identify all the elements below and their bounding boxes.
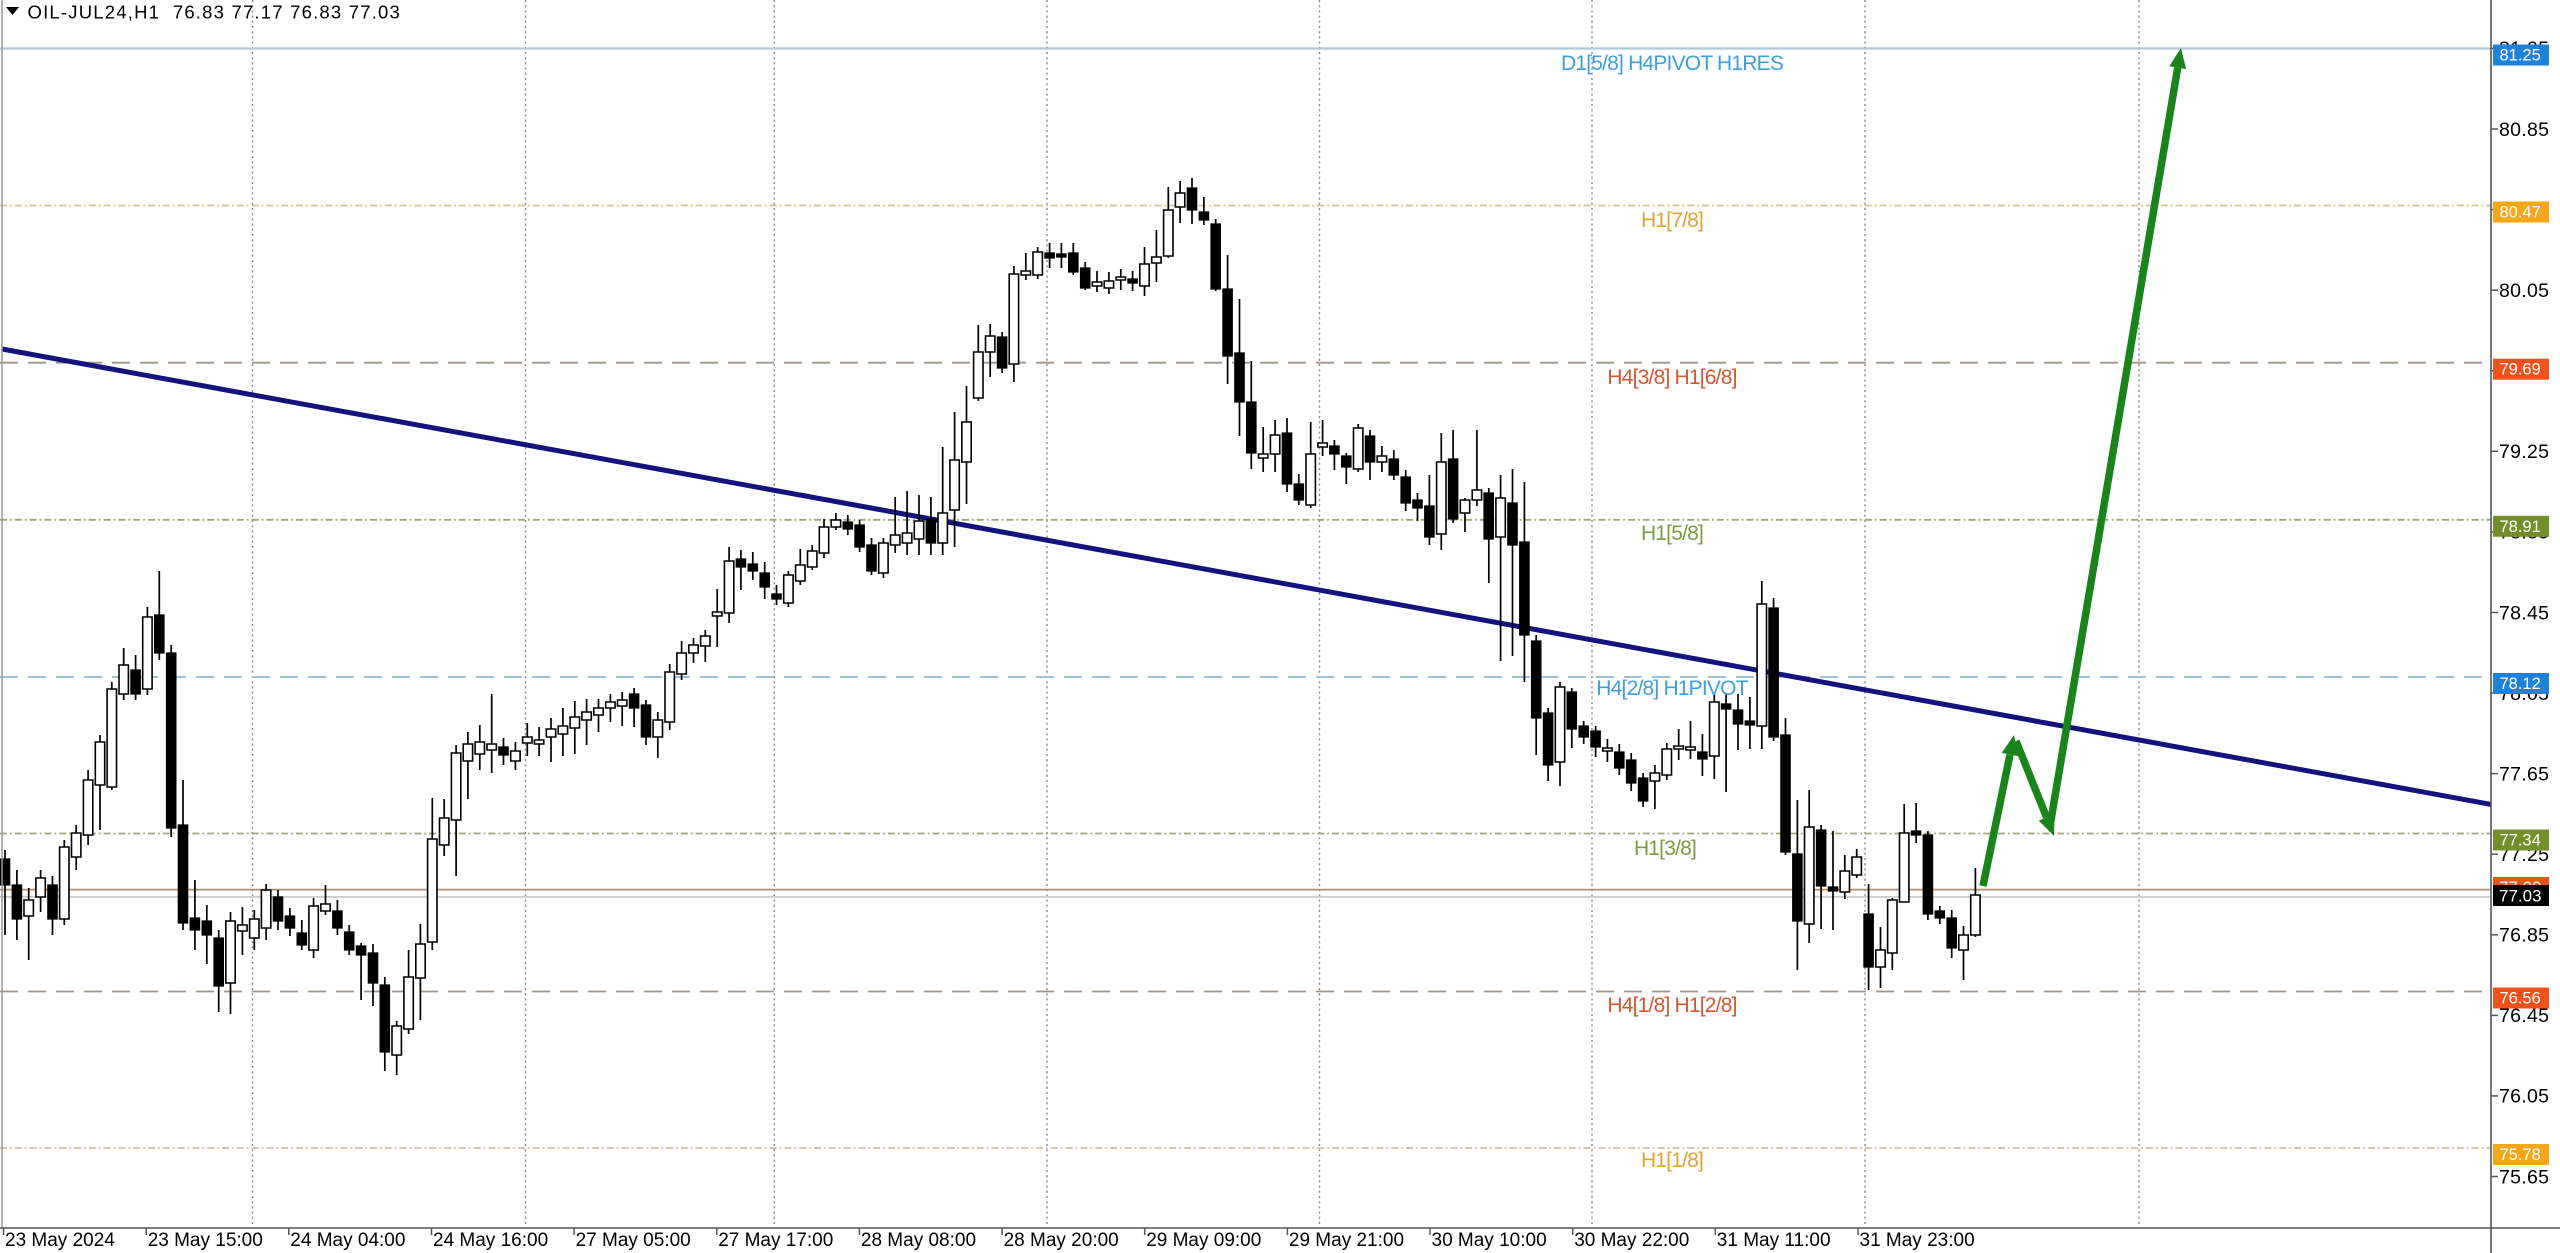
svg-text:76.05: 76.05 bbox=[2499, 1086, 2549, 1108]
svg-text:79.69: 79.69 bbox=[2500, 361, 2541, 379]
svg-text:29 May 21:00: 29 May 21:00 bbox=[1289, 1230, 1404, 1251]
svg-text:77.34: 77.34 bbox=[2500, 832, 2541, 850]
svg-text:75.78: 75.78 bbox=[2500, 1146, 2541, 1164]
svg-text:D1[5/8] H4PIVOT H1RES: D1[5/8] H4PIVOT H1RES bbox=[1561, 52, 1784, 75]
svg-text:80.05: 80.05 bbox=[2499, 280, 2549, 302]
svg-text:80.85: 80.85 bbox=[2499, 119, 2549, 141]
svg-text:H4[1/8] H1[2/8]: H4[1/8] H1[2/8] bbox=[1607, 994, 1736, 1017]
svg-text:H1[3/8]: H1[3/8] bbox=[1634, 837, 1696, 860]
svg-text:H4[3/8] H1[6/8]: H4[3/8] H1[6/8] bbox=[1607, 366, 1736, 389]
svg-text:23 May 15:00: 23 May 15:00 bbox=[148, 1230, 263, 1251]
svg-text:81.25: 81.25 bbox=[2500, 47, 2541, 65]
svg-text:29 May 09:00: 29 May 09:00 bbox=[1146, 1230, 1261, 1251]
svg-text:76.45: 76.45 bbox=[2499, 1005, 2549, 1027]
svg-text:31 May 23:00: 31 May 23:00 bbox=[1860, 1230, 1975, 1251]
svg-text:31 May 11:00: 31 May 11:00 bbox=[1717, 1230, 1831, 1251]
svg-text:H4[2/8] H1PIVOT: H4[2/8] H1PIVOT bbox=[1596, 677, 1748, 700]
svg-text:77.03: 77.03 bbox=[2499, 887, 2542, 906]
svg-text:78.12: 78.12 bbox=[2500, 675, 2541, 693]
svg-text:30 May 22:00: 30 May 22:00 bbox=[1574, 1230, 1689, 1251]
svg-text:79.25: 79.25 bbox=[2499, 441, 2549, 463]
svg-text:27 May 17:00: 27 May 17:00 bbox=[718, 1230, 833, 1251]
svg-text:30 May 10:00: 30 May 10:00 bbox=[1432, 1230, 1547, 1251]
svg-text:23 May 2024: 23 May 2024 bbox=[5, 1230, 115, 1251]
svg-text:27 May 05:00: 27 May 05:00 bbox=[576, 1230, 691, 1251]
svg-text:24 May 04:00: 24 May 04:00 bbox=[290, 1230, 405, 1251]
svg-text:75.65: 75.65 bbox=[2499, 1166, 2549, 1188]
svg-text:80.47: 80.47 bbox=[2500, 204, 2541, 222]
svg-text:H1[5/8]: H1[5/8] bbox=[1641, 522, 1703, 545]
svg-text:H1[1/8]: H1[1/8] bbox=[1641, 1149, 1703, 1172]
svg-text:76.85: 76.85 bbox=[2499, 925, 2549, 947]
svg-text:76.56: 76.56 bbox=[2500, 990, 2541, 1008]
svg-text:78.45: 78.45 bbox=[2499, 602, 2549, 624]
svg-text:28 May 08:00: 28 May 08:00 bbox=[861, 1230, 976, 1251]
svg-text:77.65: 77.65 bbox=[2499, 763, 2549, 785]
svg-text:78.91: 78.91 bbox=[2500, 518, 2541, 536]
svg-text:24 May 16:00: 24 May 16:00 bbox=[433, 1230, 548, 1251]
svg-text:OIL-JUL24,H1 76.83 77.17 76.8: OIL-JUL24,H1 76.83 77.17 76.83 77.03 bbox=[28, 1, 402, 22]
svg-text:H1[7/8]: H1[7/8] bbox=[1641, 209, 1703, 232]
svg-text:28 May 20:00: 28 May 20:00 bbox=[1004, 1230, 1119, 1251]
